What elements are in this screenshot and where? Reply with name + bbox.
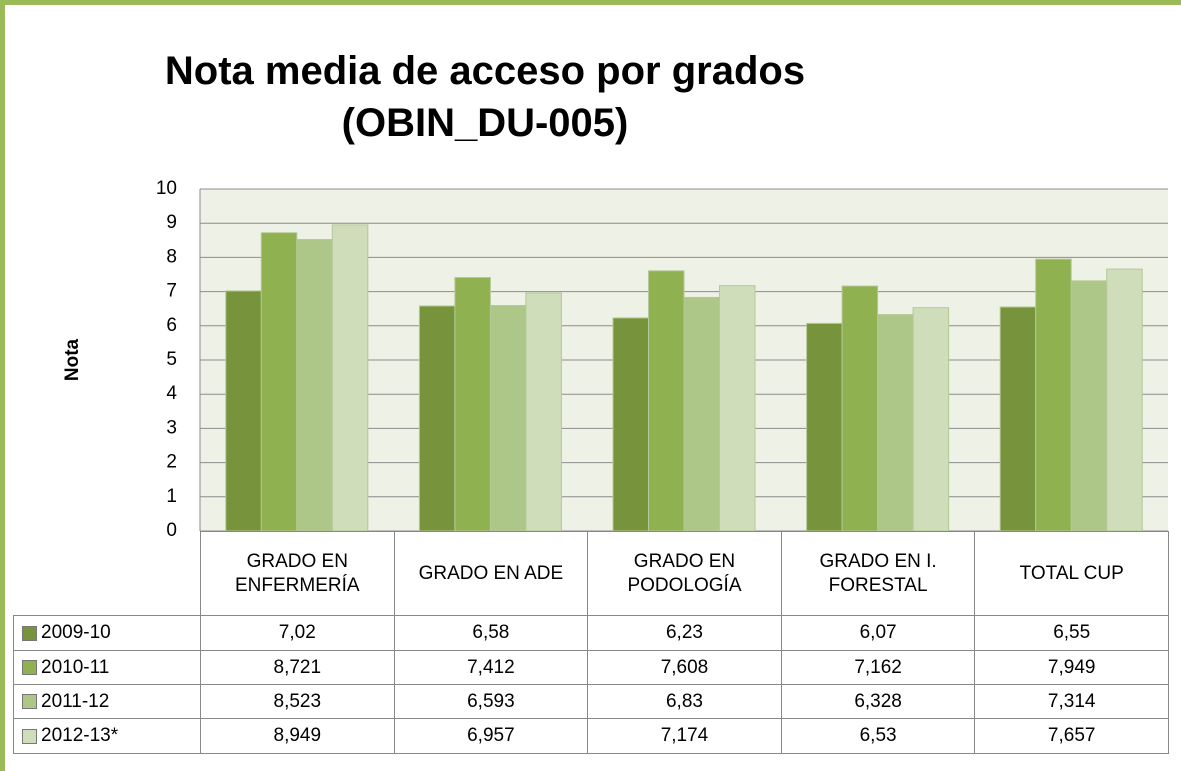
y-tick-label: 1: [166, 486, 177, 507]
table-value: 6,07: [780, 615, 976, 651]
bar: [296, 239, 333, 532]
legend-label: 2012-13*: [41, 725, 119, 746]
legend-key: [22, 625, 37, 641]
table-value: 6,23: [587, 615, 782, 651]
table-value: 6,328: [780, 684, 976, 719]
legend-label: 2009-10: [41, 622, 111, 643]
x-tick-label: GRADO EN I. FORESTAL: [780, 531, 976, 616]
y-axis-label: Nota: [62, 338, 83, 381]
table-value: 7,608: [587, 650, 782, 685]
y-tick-label: 9: [166, 212, 177, 233]
legend-entry: 2009-10: [13, 615, 201, 651]
legend-key: [22, 660, 37, 675]
x-tick-label: GRADO EN PODOLOGÍA: [587, 531, 782, 616]
y-tick-label: 0: [166, 520, 177, 541]
table-value: 6,957: [393, 718, 589, 754]
legend-key: [22, 694, 37, 709]
legend-entry: 2012-13*: [13, 718, 201, 754]
table-value: 8,949: [200, 718, 395, 754]
x-tick-label: TOTAL CUP: [974, 531, 1169, 616]
plot: Nota 0 1 2 3 4 5 6 7 8 9 10: [62, 178, 1168, 541]
legend-label: 2011-12: [41, 690, 110, 712]
table-value: 6,55: [974, 615, 1169, 651]
bar: [683, 296, 720, 532]
y-tick-label: 3: [166, 417, 177, 438]
bar: [489, 305, 527, 532]
x-tick-label: GRADO EN ENFERMERÍA: [200, 531, 395, 616]
y-tick-label: 6: [166, 315, 177, 336]
bar: [225, 290, 262, 532]
table-value: 7,162: [780, 650, 976, 685]
table-value: 7,949: [974, 650, 1169, 685]
y-tick-label: 2: [166, 452, 177, 473]
table-value: 8,523: [200, 684, 395, 719]
bar: [1106, 268, 1143, 532]
table-value: 6,593: [393, 684, 589, 719]
bar: [877, 314, 914, 532]
bar: [912, 307, 950, 532]
table-value: 7,314: [974, 684, 1169, 719]
bar: [648, 270, 685, 532]
table-value: 6,83: [587, 684, 782, 719]
table-value: 6,53: [780, 718, 976, 754]
table-value: 7,657: [974, 718, 1169, 754]
y-tick-label: 4: [166, 383, 177, 404]
bar: [999, 306, 1037, 532]
x-tick-label: GRADO EN ADE: [393, 531, 589, 616]
table-value: 7,02: [200, 615, 395, 651]
legend-entry: 2010-11: [13, 650, 201, 685]
bar: [719, 285, 756, 532]
table-value: 7,174: [587, 718, 782, 754]
legend-label: 2010-11: [41, 656, 110, 678]
bar: [1070, 280, 1108, 532]
table-value: 8,721: [200, 650, 395, 685]
y-tick-label: 10: [156, 178, 177, 199]
y-tick-label: 5: [166, 349, 177, 370]
y-tick-label: 8: [166, 246, 177, 267]
bar: [525, 292, 562, 532]
chart-title: Nota media de acceso por grados (OBIN_DU…: [164, 49, 828, 145]
bar: [1035, 258, 1072, 532]
table-value: 7,412: [393, 650, 589, 685]
legend-key: [22, 728, 37, 744]
y-tick-label: 7: [166, 281, 177, 302]
table-value: 6,58: [393, 615, 589, 651]
bar: [806, 322, 843, 532]
legend-entry: 2011-12: [13, 684, 201, 719]
bar: [331, 224, 369, 532]
bar: [260, 232, 298, 532]
bar: [454, 277, 491, 532]
bar: [841, 285, 879, 532]
bar: [612, 317, 649, 532]
bar: [418, 305, 456, 532]
